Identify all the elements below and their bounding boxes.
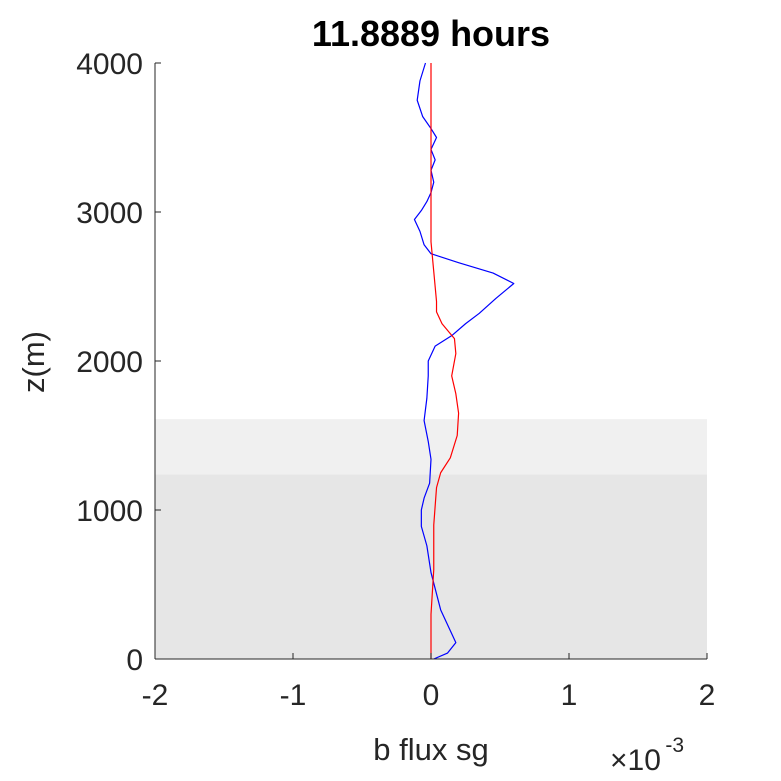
y-tick-label: 4000: [76, 48, 143, 81]
chart-title: 11.8889 hours: [312, 13, 550, 54]
y-tick-label: 3000: [76, 197, 143, 230]
x-exponent-power: -3: [665, 734, 684, 757]
y-tick-label: 0: [126, 644, 143, 677]
x-tick-label: -2: [142, 679, 169, 712]
y-ticks: 0 1000 2000 3000 4000: [76, 48, 161, 677]
x-tick-label: -1: [280, 679, 307, 712]
y-tick-label: 2000: [76, 346, 143, 379]
x-axis-label: b flux sg: [373, 732, 488, 767]
series-lines: [413, 62, 515, 660]
series-line-1: [430, 63, 460, 659]
x-tick-label: 1: [561, 679, 578, 712]
x-ticks: -2 -1 0 1 2: [142, 653, 716, 712]
series-line-0: [413, 62, 515, 660]
y-tick-label: 1000: [76, 495, 143, 528]
x-exponent: ×10 -3: [610, 734, 684, 777]
y-axis-label: z(m): [16, 331, 51, 393]
x-exponent-base: ×10: [610, 744, 661, 777]
x-tick-label: 2: [699, 679, 716, 712]
x-tick-label: 0: [423, 679, 440, 712]
